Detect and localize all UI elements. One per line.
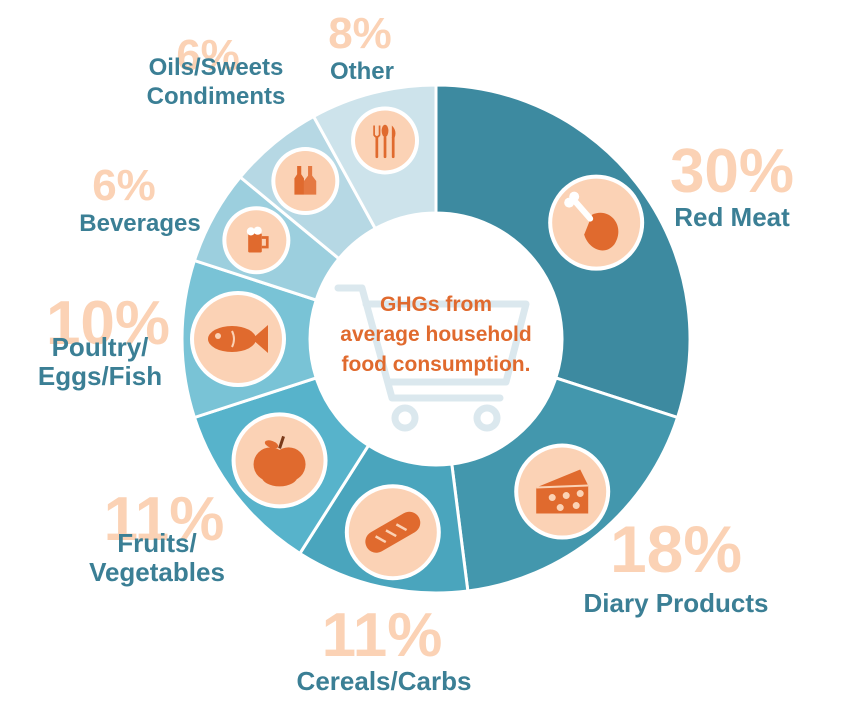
category-label: Other	[330, 58, 394, 85]
percent-label: 10%	[46, 289, 170, 358]
category-label: Beverages	[79, 210, 200, 237]
category-label: Diary Products	[584, 588, 769, 618]
percent-label: 30%	[670, 137, 794, 206]
cutlery-icon	[351, 106, 420, 175]
slice-icons	[190, 106, 645, 581]
center-hole	[310, 213, 562, 465]
category-label: Poultry/Eggs/Fish	[38, 332, 162, 391]
apple-icon	[231, 412, 328, 509]
center-label-line: GHGs from	[380, 293, 492, 316]
center-label-line: average household	[340, 323, 531, 346]
cheese-icon	[514, 443, 611, 540]
category-label: Cereals/Carbs	[297, 666, 472, 696]
cart-icon	[334, 284, 530, 432]
center-label: GHGs from average household food consumpti…	[340, 293, 531, 376]
center-label-line: food consumption.	[342, 353, 531, 376]
percent-label: 8%	[328, 9, 392, 58]
chicken-leg-icon	[548, 174, 645, 271]
percent-label: 6%	[92, 161, 156, 210]
beer-mug-icon	[222, 206, 291, 275]
bottles-icon	[271, 147, 340, 216]
category-label: Fruits/Vegetables	[89, 528, 225, 587]
category-label: Oils/Sweets Condiments	[147, 54, 286, 110]
bread-icon	[344, 484, 441, 581]
category-label: Red Meat	[674, 202, 790, 232]
percent-label: 11%	[104, 485, 225, 554]
percent-label: 18%	[610, 512, 742, 586]
fish-icon	[190, 291, 286, 387]
percent-label: 11%	[322, 601, 443, 670]
percent-label: 6%	[176, 31, 240, 80]
